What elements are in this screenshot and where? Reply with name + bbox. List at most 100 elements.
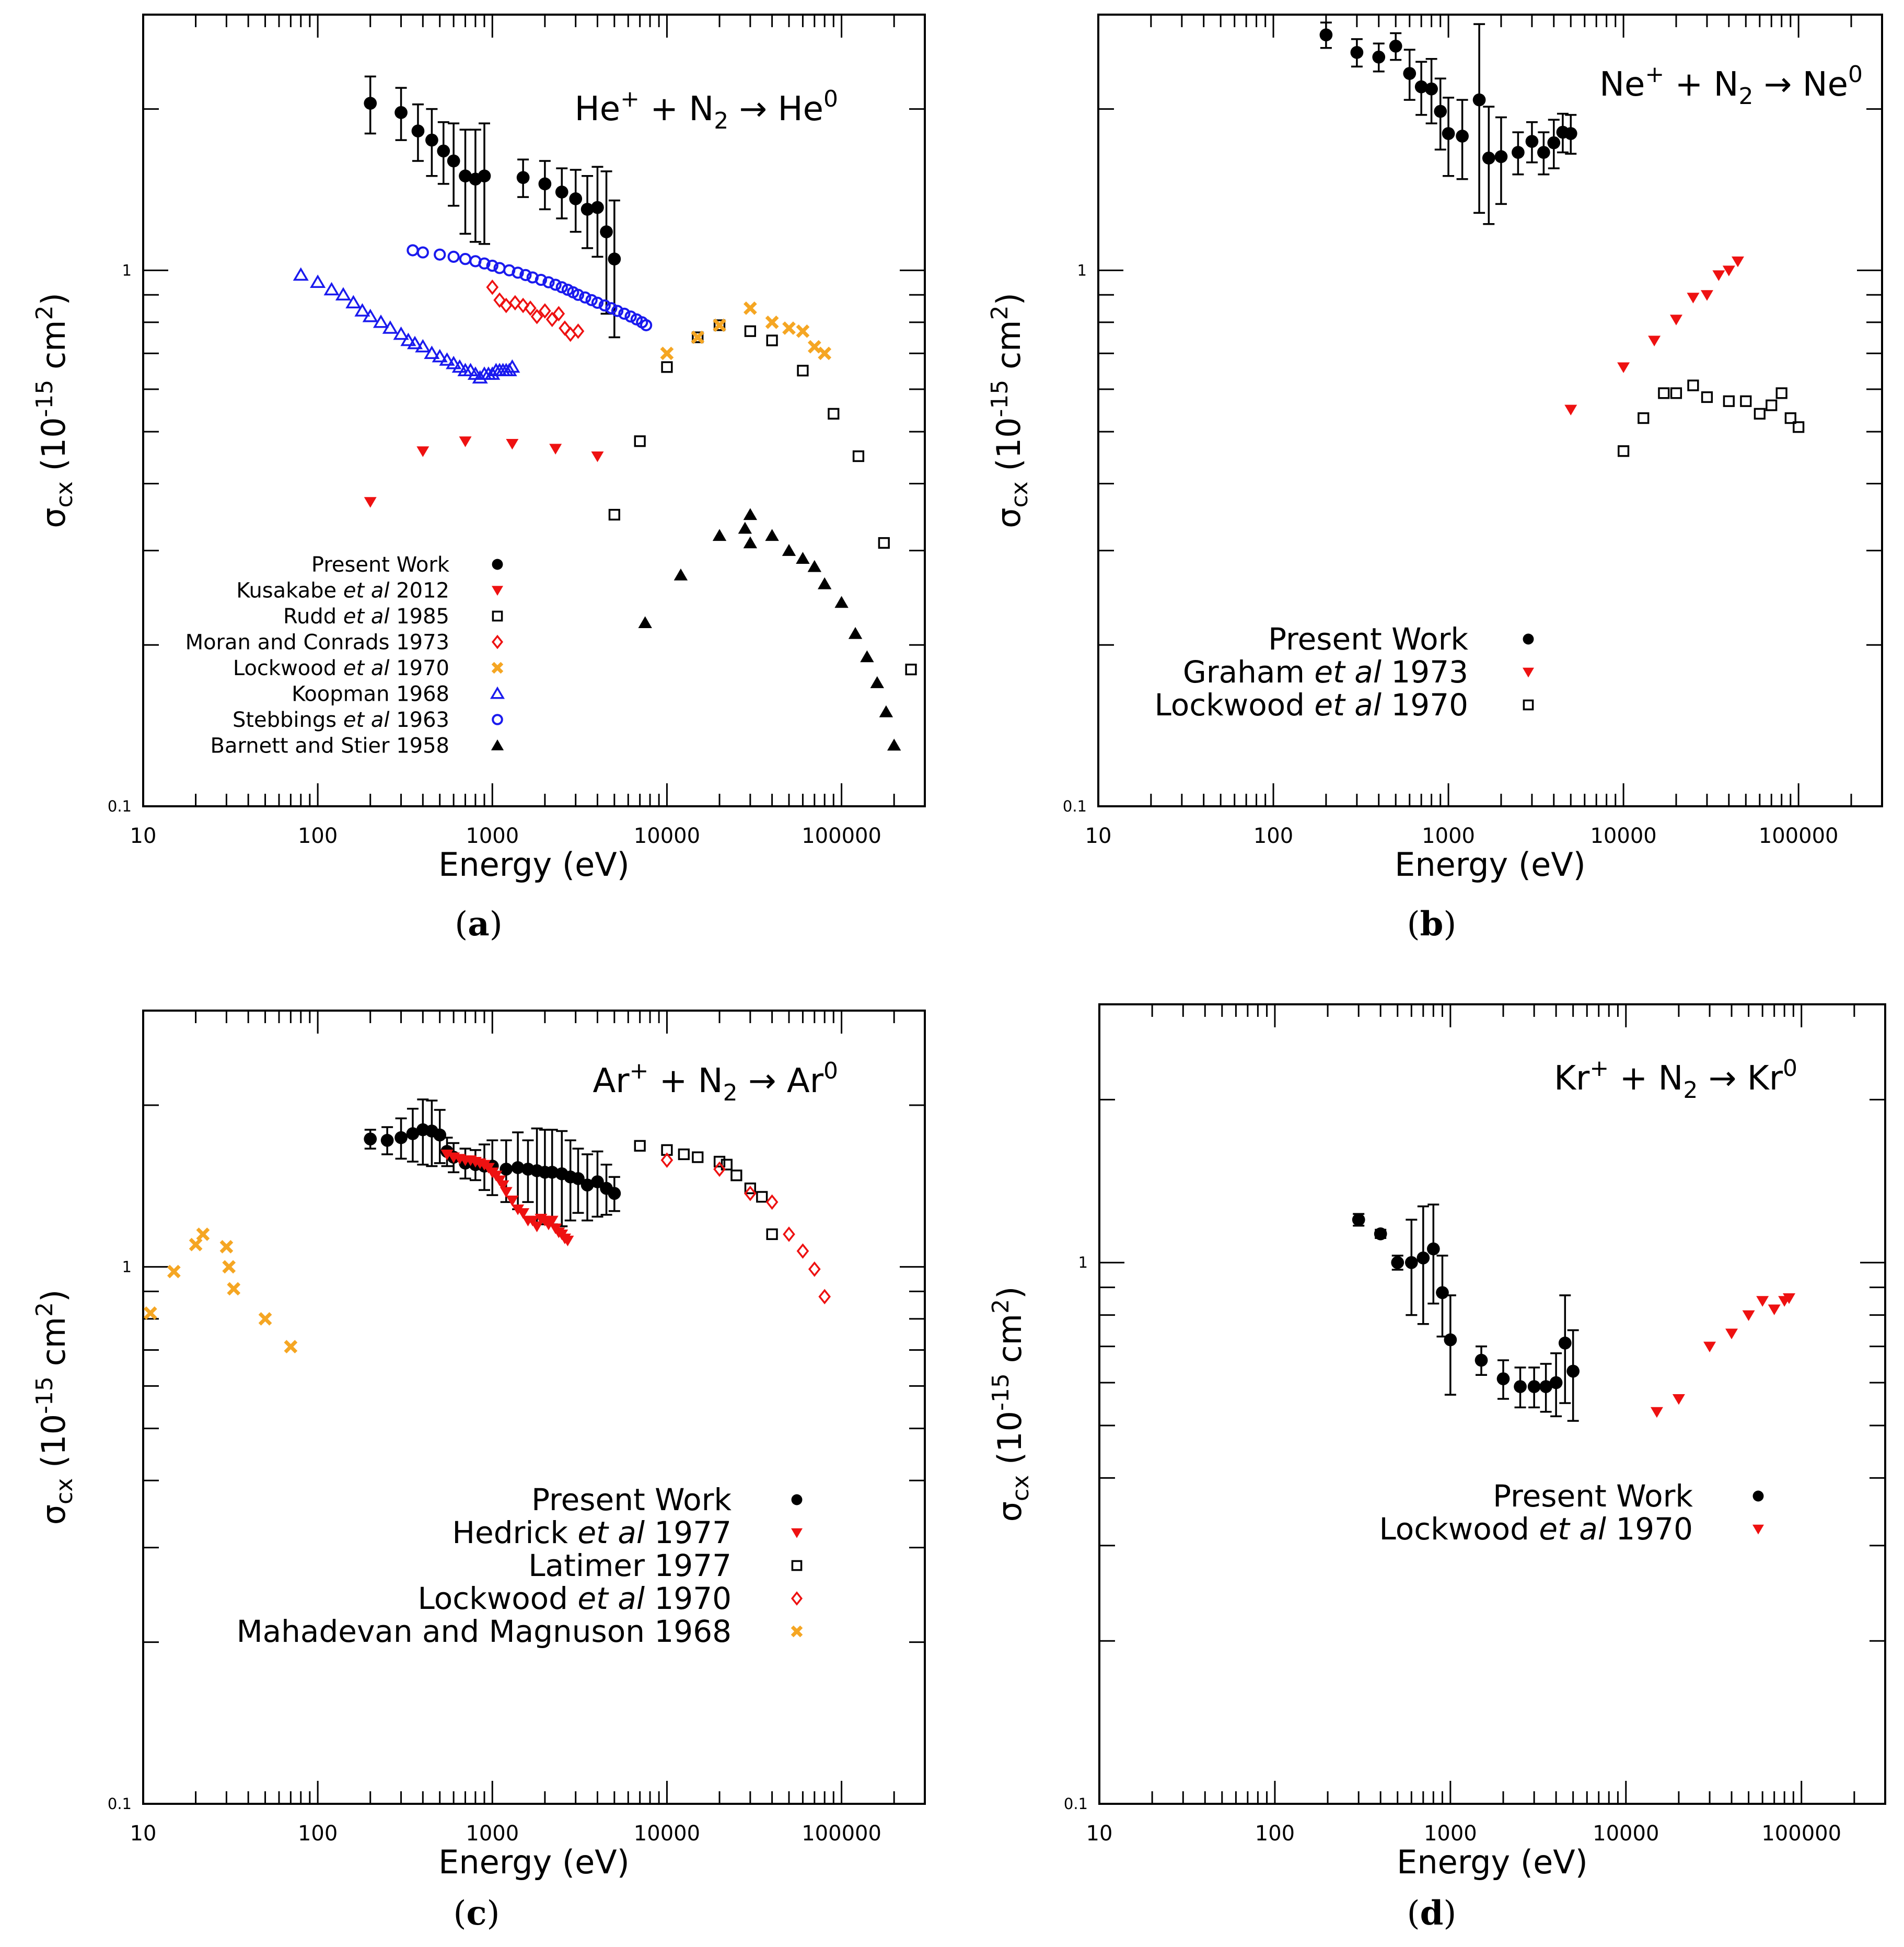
data-point [1472,93,1486,107]
data-point [219,1239,234,1254]
x-tick-label: 10 [130,824,157,848]
plot-frame [142,1010,926,1805]
data-point [1783,1293,1796,1304]
series-4 [143,1227,298,1354]
legend-entry-label: Present Work [311,553,450,577]
axis-ticks [142,14,926,807]
y-tick-label: 0.1 [108,797,132,815]
legend-marker [491,662,504,674]
data-point [1754,408,1766,420]
data-point [519,269,532,281]
data-point [1775,387,1787,399]
data-point [634,1140,646,1152]
data-point [559,320,571,336]
data-point [713,1155,726,1168]
data-point [1700,290,1713,301]
legend-marker [791,1591,803,1606]
series-2 [1618,379,1805,457]
data-point [1784,412,1796,424]
x-axis-label: Energy (eV) [1397,1843,1588,1881]
series-1 [1650,1293,1796,1418]
data-point [782,321,796,335]
data-point [860,650,874,663]
data-point [782,544,796,556]
data-point [678,1148,690,1161]
data-point [796,324,810,338]
error-bar [478,122,490,245]
data-point [1712,270,1725,281]
data-point [591,1175,604,1188]
series-2 [634,1140,778,1241]
data-point [744,1186,757,1201]
legend-entry-label: Graham et al 1973 [1183,654,1468,690]
data-point [713,318,726,332]
legend-marker [1523,667,1534,678]
data-point [407,335,423,350]
data-point [713,319,726,331]
data-point [692,1151,704,1163]
x-tick-label: 1000 [466,824,519,848]
data-point [143,1306,157,1320]
y-axis-label: σcx (10-15 cm2) [988,1287,1034,1522]
series-1 [1564,256,1744,416]
data-point [1494,150,1508,164]
data-point [545,1166,559,1179]
series-3 [486,279,585,342]
data-point [416,246,429,259]
legend-entry-label: Lockwood et al 1970 [1155,687,1469,723]
legend-entry-label: Rudd et al 1985 [283,605,449,629]
data-point [766,1228,778,1241]
panel-a-chart: 10 100 1000 10000 100000 0.1 1 Energy (eV) σcx (… [31,14,926,944]
y-tick-label: 1 [122,1258,132,1276]
legend-marker [491,739,504,750]
legend-marker [1752,1524,1764,1535]
data-point [434,248,446,261]
data-point [1527,1380,1541,1393]
error-bar [1417,1205,1429,1325]
legend-entry-label: Koopman 1968 [292,682,449,706]
legend-entry-label: Hedrick et al 1977 [452,1515,732,1550]
legend-marker [492,559,503,570]
data-point [581,1178,594,1192]
data-point [512,266,524,279]
data-point [478,257,491,270]
x-tick-label: 1000 [1424,1822,1477,1846]
data-point [416,446,429,457]
data-point [1374,1227,1387,1241]
data-point [611,305,624,317]
data-point [870,676,884,688]
data-point [407,244,419,257]
y-axis-label: σcx (10-15 cm2) [986,293,1033,528]
data-point [517,1208,530,1219]
data-point [1496,1372,1510,1385]
data-point [1731,256,1744,268]
data-point [660,1152,674,1168]
data-point [765,1194,779,1210]
data-point [1442,127,1455,140]
data-point [1670,387,1682,399]
data-point [504,359,520,373]
data-point [500,1187,513,1198]
data-point [542,276,555,288]
data-point [1701,391,1713,403]
data-point [808,1261,821,1277]
data-point [1537,146,1550,159]
axis-ticks [1097,14,1883,807]
legend-marker [490,686,505,699]
reaction-label: Ar+ + N2 → Ar0 [593,1058,838,1106]
data-point [425,133,438,147]
y-tick-label: 1 [1077,261,1087,279]
data-point [354,303,370,317]
x-tick-label: 100000 [802,824,881,848]
x-axis-label: Energy (eV) [1395,845,1586,884]
data-point [511,1161,525,1174]
data-point [818,346,832,361]
legend-marker [791,1625,803,1638]
data-point [579,291,591,304]
y-tick-label: 1 [1078,1254,1088,1271]
data-point [432,349,448,363]
data-point [1725,1328,1738,1340]
x-tick-label: 10000 [634,1822,700,1846]
data-point [591,296,604,309]
